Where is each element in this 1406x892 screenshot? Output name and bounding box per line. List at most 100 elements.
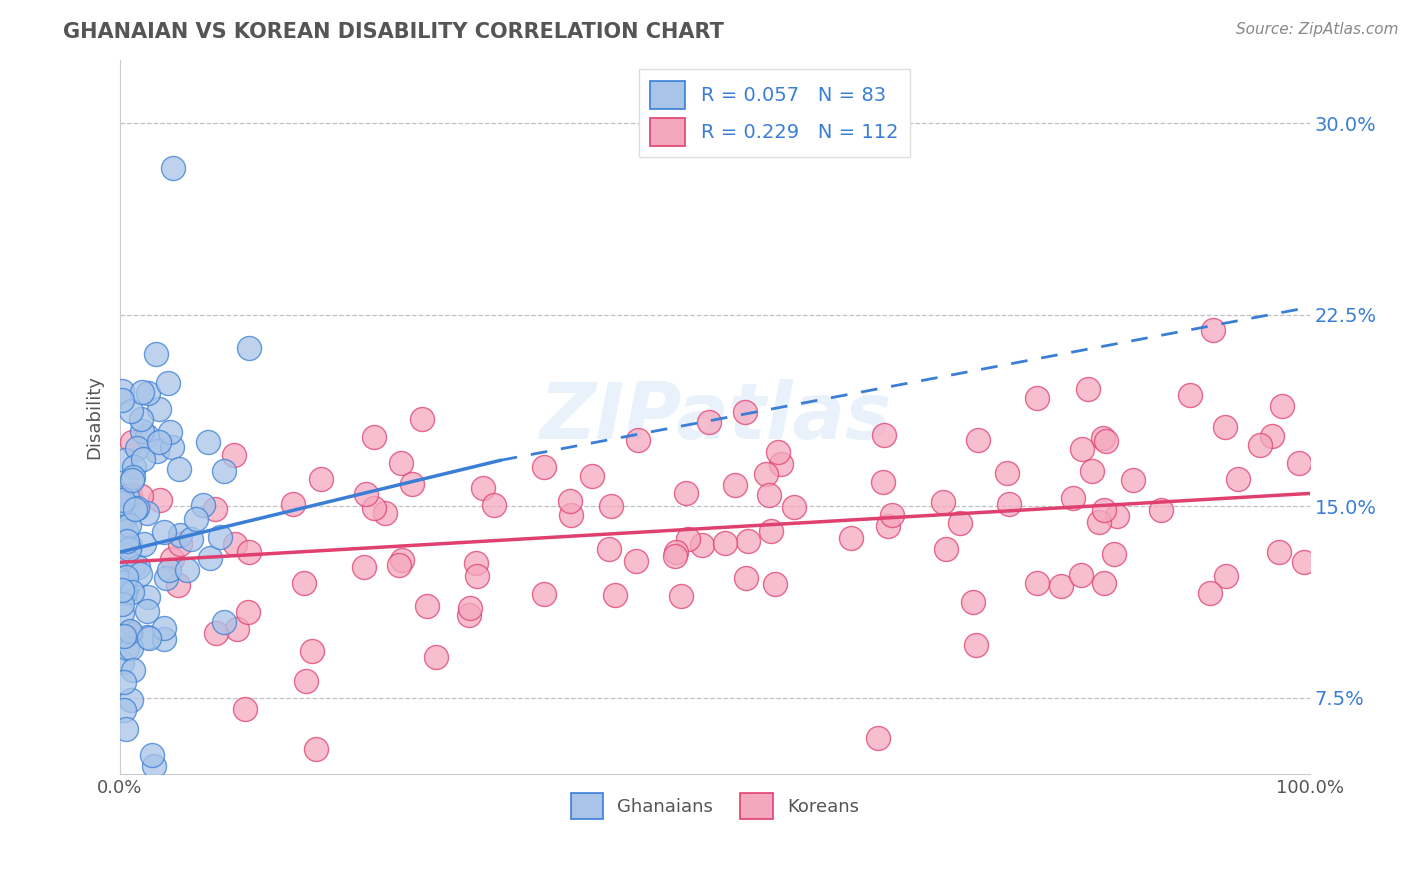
Point [238,341,260,355]
Point [159,425,181,439]
Point [238,544,260,558]
Point [664,549,686,564]
Point [295,674,318,689]
Point [1178,388,1201,402]
Point [995,466,1018,480]
Point [962,595,984,609]
Point [305,741,328,756]
Point [180,533,202,547]
Point [734,405,756,419]
Point [425,649,447,664]
Point [967,433,990,447]
Text: GHANAIAN VS KOREAN DISABILITY CORRELATION CHART: GHANAIAN VS KOREAN DISABILITY CORRELATIO… [63,22,724,42]
Point [1094,502,1116,516]
Point [111,495,134,509]
Point [465,569,488,583]
Point [157,376,180,390]
Point [169,527,191,541]
Point [127,560,149,574]
Point [121,585,143,599]
Point [292,576,315,591]
Point [143,759,166,773]
Point [121,474,143,488]
Point [1062,491,1084,505]
Point [301,644,323,658]
Point [873,428,896,442]
Point [605,587,627,601]
Point [120,625,142,640]
Point [120,488,142,502]
Point [115,722,138,736]
Point [769,457,792,471]
Point [416,599,439,614]
Point [111,577,134,591]
Point [118,624,141,638]
Point [155,571,177,585]
Point [1025,392,1047,406]
Point [734,572,756,586]
Point [153,632,176,647]
Point [114,524,136,538]
Point [121,435,143,450]
Point [1150,503,1173,517]
Point [374,506,396,520]
Point [932,495,955,509]
Point [136,386,159,401]
Point [363,430,385,444]
Point [872,475,894,489]
Point [131,424,153,438]
Point [1077,382,1099,396]
Point [167,462,190,476]
Point [153,621,176,635]
Point [388,558,411,572]
Point [120,539,142,553]
Point [1091,431,1114,445]
Point [122,470,145,484]
Point [1294,556,1316,570]
Point [111,510,134,524]
Point [224,537,246,551]
Point [998,497,1021,511]
Point [118,541,141,556]
Point [464,556,486,570]
Point [212,464,235,478]
Point [115,489,138,503]
Point [533,460,555,475]
Point [160,552,183,566]
Point [1198,586,1220,600]
Point [401,476,423,491]
Point [112,586,135,600]
Point [115,585,138,599]
Point [1070,567,1092,582]
Point [560,494,582,508]
Point [598,542,620,557]
Point [176,563,198,577]
Point [763,577,786,591]
Point [391,552,413,566]
Point [122,558,145,573]
Point [204,502,226,516]
Point [141,747,163,762]
Point [233,702,256,716]
Point [111,575,134,590]
Point [1105,508,1128,523]
Point [114,453,136,467]
Point [1226,471,1249,485]
Legend: Ghanaians, Koreans: Ghanaians, Koreans [564,786,866,826]
Point [169,537,191,551]
Point [153,525,176,540]
Text: Source: ZipAtlas.com: Source: ZipAtlas.com [1236,22,1399,37]
Point [148,434,170,449]
Point [868,731,890,746]
Point [1102,547,1125,561]
Point [209,530,232,544]
Y-axis label: Disability: Disability [86,375,103,458]
Point [205,626,228,640]
Point [458,608,481,623]
Point [356,487,378,501]
Point [533,587,555,601]
Text: ZIPatlas: ZIPatlas [538,379,891,455]
Point [353,559,375,574]
Point [363,500,385,515]
Point [311,472,333,486]
